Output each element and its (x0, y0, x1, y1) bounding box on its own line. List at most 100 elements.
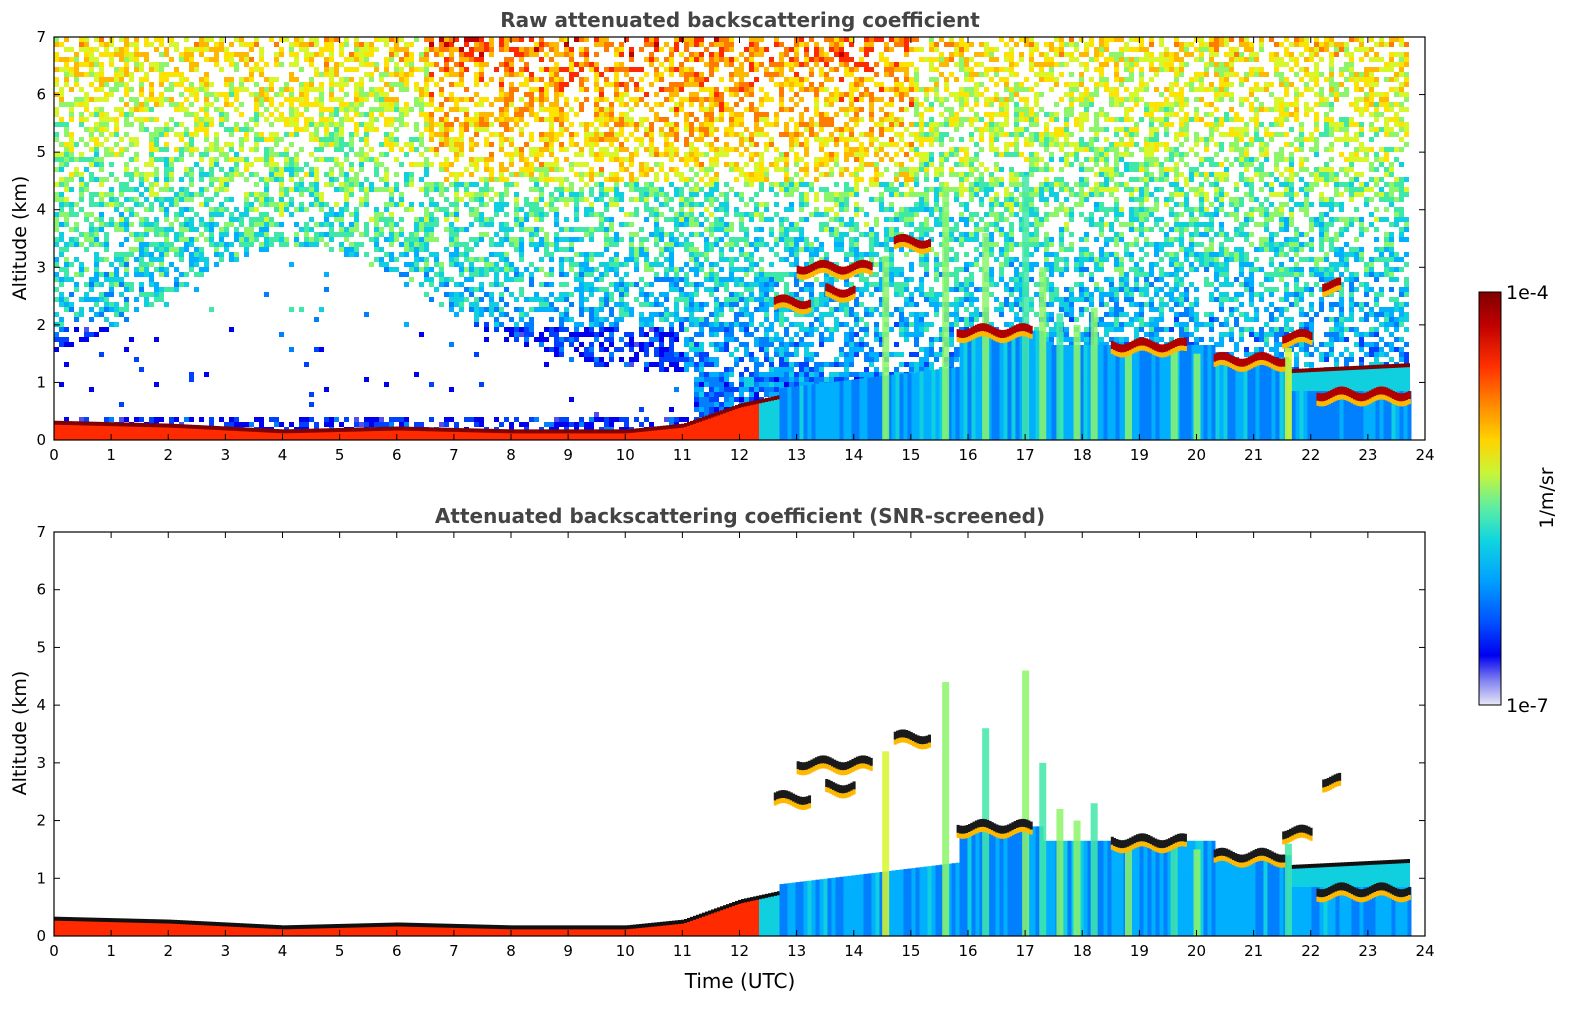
noise-pixel (164, 77, 169, 82)
noise-pixel (504, 312, 509, 317)
noise-pixel (299, 202, 304, 207)
noise-pixel (219, 232, 224, 237)
noise-pixel (64, 302, 69, 307)
noise-pixel (329, 237, 334, 242)
noise-pixel (144, 242, 149, 247)
noise-pixel (559, 182, 564, 187)
noise-pixel (419, 102, 424, 107)
noise-pixel (64, 272, 69, 277)
noise-pixel (124, 227, 129, 232)
noise-pixel (344, 107, 349, 112)
noise-pixel (744, 137, 749, 142)
noise-pixel (574, 112, 579, 117)
noise-pixel (739, 247, 744, 252)
noise-pixel (549, 77, 554, 82)
noise-pixel (259, 97, 264, 102)
noise-pixel (624, 312, 629, 317)
noise-pixel (594, 322, 599, 327)
noise-pixel (479, 232, 484, 237)
noise-pixel (619, 92, 624, 97)
noise-pixel (309, 62, 314, 67)
noise-pixel (714, 137, 719, 142)
noise-pixel (509, 62, 514, 67)
noise-pixel (304, 47, 309, 52)
noise-pixel (269, 112, 274, 117)
noise-pixel (419, 97, 424, 102)
noise-pixel (504, 227, 509, 232)
noise-pixel (104, 127, 109, 132)
noise-pixel (709, 192, 714, 197)
noise-pixel (744, 352, 749, 357)
noise-pixel (374, 127, 379, 132)
noise-pixel (289, 122, 294, 127)
noise-pixel (589, 307, 594, 312)
noise-pixel (474, 257, 479, 262)
noise-pixel (669, 312, 674, 317)
noise-pixel (59, 67, 64, 72)
noise-pixel (109, 62, 114, 67)
noise-pixel (629, 337, 634, 342)
noise-pixel (484, 222, 489, 227)
noise-pixel (339, 132, 344, 137)
noise-pixel (499, 177, 504, 182)
noise-pixel (184, 187, 189, 192)
noise-pixel (449, 262, 454, 267)
noise-pixel (624, 282, 629, 287)
noise-pixel (469, 277, 474, 282)
noise-pixel (159, 242, 164, 247)
noise-pixel (234, 87, 239, 92)
noise-pixel (149, 292, 154, 297)
noise-pixel (204, 82, 209, 87)
noise-pixel (224, 222, 229, 227)
noise-pixel (204, 257, 209, 262)
noise-pixel (749, 352, 754, 357)
noise-pixel (459, 182, 464, 187)
noise-pixel (659, 227, 664, 232)
noise-pixel (649, 187, 654, 192)
noise-pixel (749, 212, 754, 217)
noise-pixel (269, 37, 274, 42)
noise-pixel (64, 72, 69, 77)
noise-pixel (74, 97, 79, 102)
noise-pixel (554, 197, 559, 202)
noise-pixel (694, 137, 699, 142)
noise-pixel (374, 417, 379, 422)
noise-pixel (574, 262, 579, 267)
noise-pixel (719, 302, 724, 307)
noise-pixel (754, 122, 759, 127)
noise-pixel (114, 322, 119, 327)
noise-pixel (709, 167, 714, 172)
noise-pixel (494, 117, 499, 122)
noise-pixel (339, 422, 344, 427)
noise-pixel (429, 127, 434, 132)
noise-pixel (219, 117, 224, 122)
noise-pixel (464, 202, 469, 207)
noise-pixel (754, 392, 759, 397)
noise-pixel (739, 117, 744, 122)
noise-pixel (249, 42, 254, 47)
noise-pixel (99, 242, 104, 247)
noise-pixel (209, 417, 214, 422)
noise-pixel (684, 242, 689, 247)
noise-pixel (504, 337, 509, 342)
noise-pixel (659, 162, 664, 167)
noise-pixel (124, 272, 129, 277)
noise-pixel (484, 262, 489, 267)
noise-pixel (504, 262, 509, 267)
noise-pixel (394, 182, 399, 187)
noise-pixel (684, 212, 689, 217)
noise-pixel (639, 242, 644, 247)
noise-pixel (314, 147, 319, 152)
noise-pixel (459, 72, 464, 77)
noise-pixel (679, 317, 684, 322)
noise-pixel (439, 167, 444, 172)
noise-pixel (539, 267, 544, 272)
noise-pixel (269, 102, 274, 107)
noise-pixel (224, 242, 229, 247)
noise-pixel (764, 92, 769, 97)
noise-pixel (654, 197, 659, 202)
noise-pixel (689, 292, 694, 297)
noise-pixel (364, 227, 369, 232)
noise-pixel (299, 92, 304, 97)
noise-pixel (504, 232, 509, 237)
